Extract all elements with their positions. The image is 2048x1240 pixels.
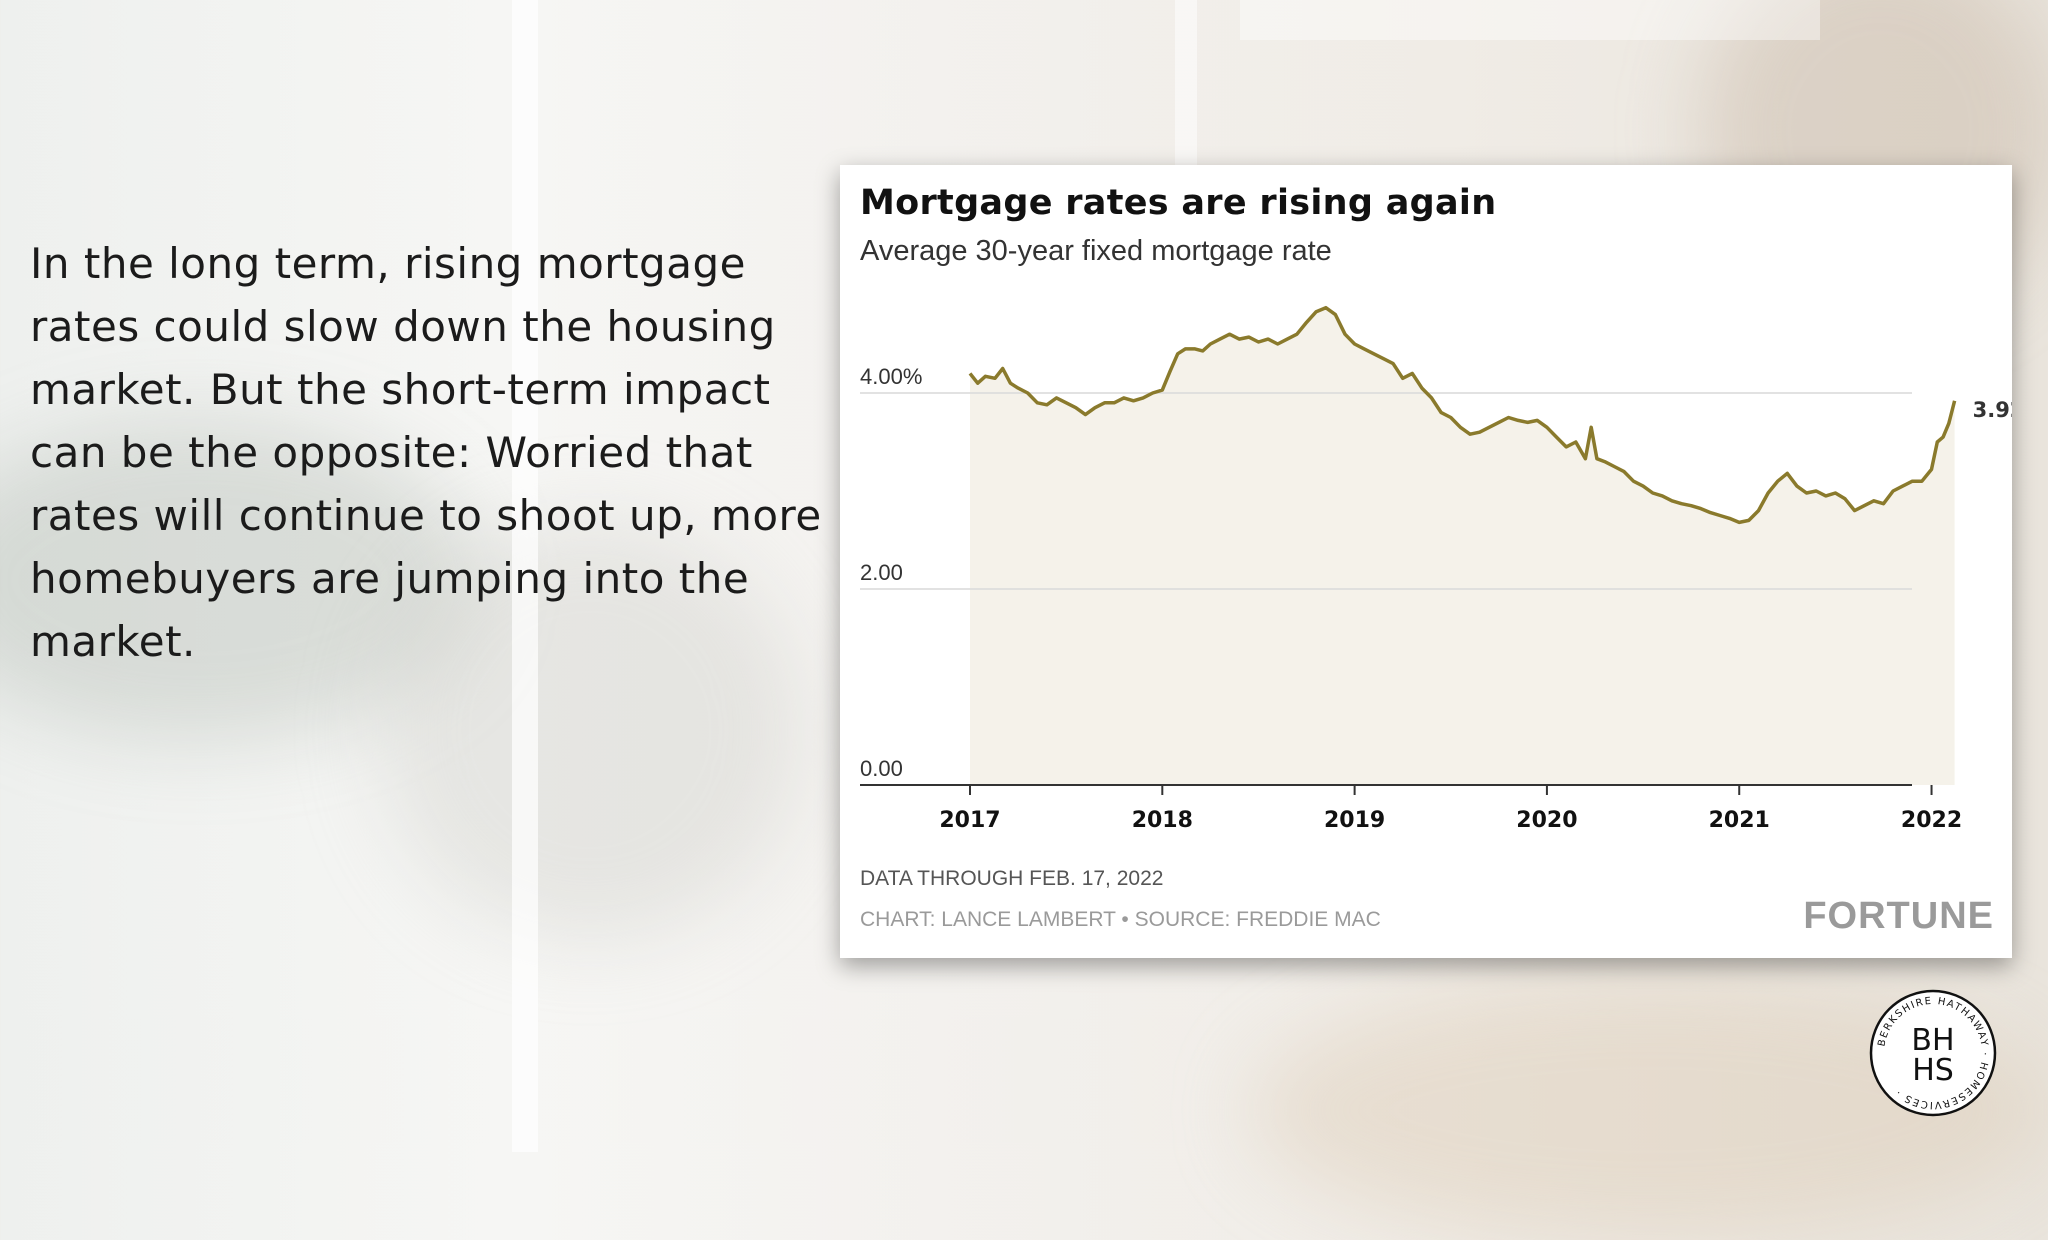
chart-area (970, 307, 1955, 785)
line-chart: 4.00% 2.00 0.00 2017 2018 2019 2020 2021 2022 3.9… (860, 305, 2012, 833)
chart-credit: CHART: LANCE LAMBERT • SOURCE: FREDDIE M… (860, 908, 1381, 931)
end-value-label: 3.92% (1973, 398, 2012, 422)
fortune-logo: FORTUNE (1803, 895, 1994, 937)
x-tick-label: 2018 (1132, 808, 1193, 833)
chart-title: Mortgage rates are rising again (860, 183, 1497, 223)
data-through-note: DATA THROUGH FEB. 17, 2022 (860, 867, 1164, 890)
series-line (968, 305, 1957, 525)
logo-line1: BH (1911, 1023, 1954, 1058)
body-text: In the long term, rising mortgage rates … (30, 239, 822, 666)
y-tick-label: 4.00% (860, 364, 922, 389)
x-tick-label: 2017 (939, 808, 1000, 833)
logo-line2: HS (1912, 1053, 1954, 1088)
y-tick-label: 0.00 (860, 756, 903, 781)
chart-card: Mortgage rates are rising again Average … (840, 165, 2012, 958)
x-tick-label: 2020 (1516, 808, 1577, 833)
x-tick-label: 2021 (1709, 808, 1770, 833)
x-tick-label: 2019 (1324, 808, 1385, 833)
chart-subtitle: Average 30-year fixed mortgage rate (860, 235, 1332, 267)
y-tick-label: 2.00 (860, 560, 903, 585)
x-tick-label: 2022 (1901, 808, 1962, 833)
bhhs-logo: BERKSHIRE HATHAWAY · HOMESERVICES · BH H… (1869, 989, 1997, 1117)
